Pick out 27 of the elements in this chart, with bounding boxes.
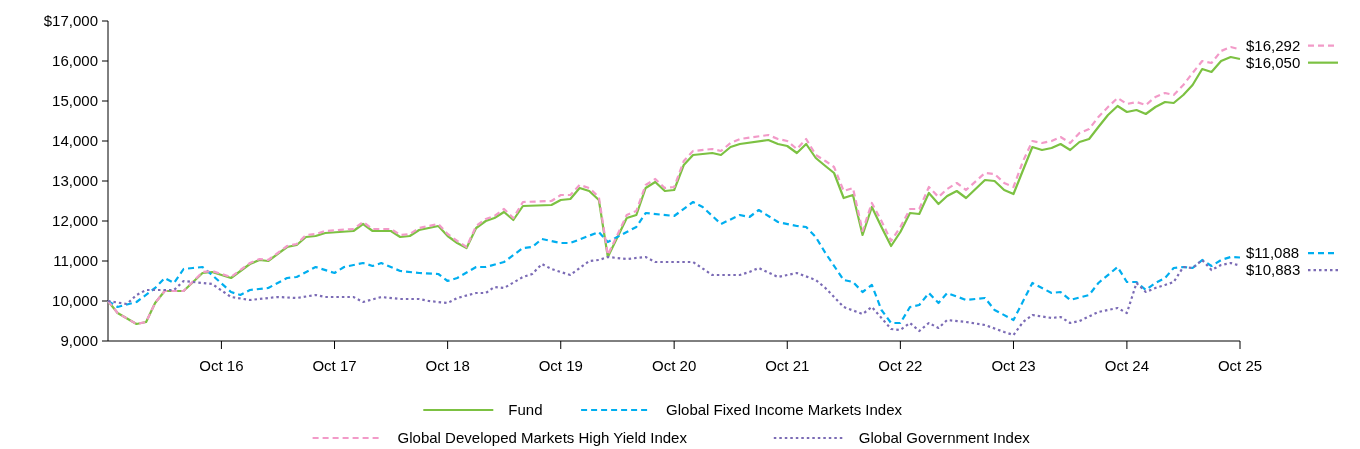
data-label: $11,088 (1246, 244, 1300, 262)
legend-label: Fund (508, 401, 543, 419)
x-tick-label: Oct 24 (1104, 357, 1149, 374)
x-tick-label: Oct 18 (425, 357, 470, 374)
y-tick-label: 11,000 (53, 252, 98, 270)
y-tick-label: 14,000 (52, 132, 98, 150)
x-tick-label: Oct 22 (878, 357, 923, 374)
x-tick-label: Oct 17 (312, 357, 357, 374)
legend-label: Global Developed Markets High Yield Index (397, 429, 688, 447)
x-tick-label: Oct 20 (652, 357, 697, 374)
y-tick-label: 13,000 (52, 172, 98, 190)
y-tick-label: 15,000 (52, 92, 98, 110)
y-tick-label: 10,000 (52, 292, 98, 310)
x-tick-label: Oct 21 (765, 357, 810, 374)
data-label: $10,883 (1246, 261, 1301, 279)
y-tick-label: 9,000 (60, 332, 98, 350)
y-tick-label: 16,000 (52, 52, 98, 70)
x-tick-label: Oct 16 (199, 357, 244, 374)
y-tick-label: $17,000 (43, 12, 98, 30)
data-label: $16,292 (1246, 36, 1301, 54)
legend-label: Global Government Index (858, 429, 1031, 447)
legend-label: Global Fixed Income Markets Index (666, 401, 903, 419)
x-tick-label: Oct 23 (991, 357, 1036, 374)
x-tick-label: Oct 19 (538, 357, 583, 374)
y-tick-label: 12,000 (52, 212, 98, 230)
x-tick-label: Oct 25 (1217, 357, 1263, 374)
data-label: $16,050 (1246, 53, 1301, 71)
